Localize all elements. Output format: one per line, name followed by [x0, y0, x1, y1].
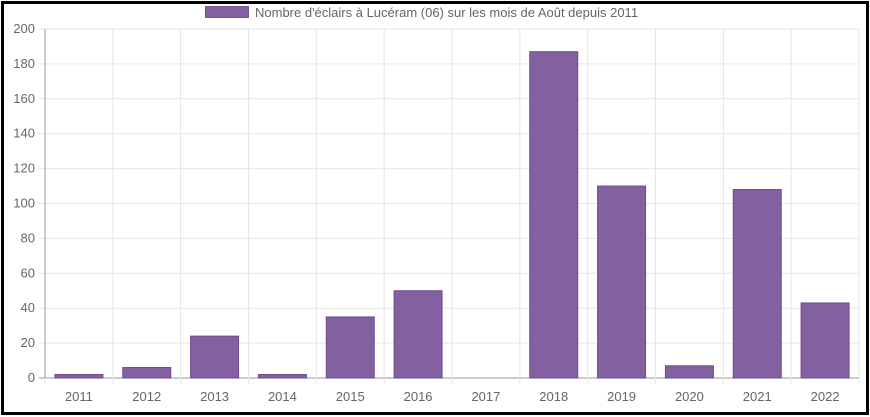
bar [393, 290, 443, 379]
legend[interactable]: Nombre d'éclairs à Lucéram (06) sur les … [205, 4, 638, 20]
x-tick-label: 2018 [539, 389, 568, 404]
y-tick-label: 20 [21, 335, 35, 350]
legend-swatch [205, 6, 249, 18]
x-tick-label: 2021 [743, 389, 772, 404]
x-tick-label: 2020 [675, 389, 704, 404]
bar [664, 365, 714, 379]
legend-label: Nombre d'éclairs à Lucéram (06) sur les … [255, 4, 639, 20]
bar [122, 367, 172, 379]
y-tick-label: 100 [13, 196, 35, 211]
y-tick-label: 0 [28, 370, 35, 385]
y-tick-label: 120 [13, 161, 35, 176]
y-tick-label: 40 [21, 300, 35, 315]
x-tick-label: 2014 [268, 389, 297, 404]
bar [257, 374, 307, 379]
y-tick-label: 160 [13, 91, 35, 106]
bar [54, 374, 104, 379]
bar [800, 302, 850, 379]
x-tick-label: 2012 [132, 389, 161, 404]
x-tick-label: 2015 [336, 389, 365, 404]
bar [732, 189, 782, 379]
y-tick-label: 80 [21, 230, 35, 245]
x-tick-label: 2022 [811, 389, 840, 404]
bar [529, 51, 579, 379]
x-tick-label: 2017 [471, 389, 500, 404]
x-tick-label: 2011 [65, 389, 93, 404]
bar [325, 316, 375, 379]
x-tick-label: 2016 [404, 389, 433, 404]
x-tick-label: 2019 [607, 389, 636, 404]
y-tick-label: 140 [13, 126, 35, 141]
y-tick-label: 60 [21, 265, 35, 280]
bar [597, 185, 647, 379]
x-tick-label: 2013 [200, 389, 229, 404]
y-tick-label: 200 [13, 21, 35, 36]
y-tick-label: 180 [13, 56, 35, 71]
bar [190, 335, 240, 379]
